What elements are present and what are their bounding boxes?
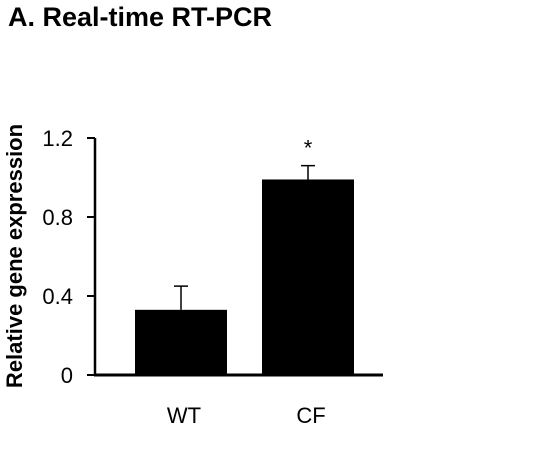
y-tick-label: 0.8 — [42, 205, 73, 230]
significance-marker: * — [304, 136, 313, 161]
bars — [135, 179, 354, 375]
y-axis-ticks: 0 0.4 0.8 1.2 — [42, 126, 95, 388]
y-tick-label: 1.2 — [42, 126, 73, 151]
x-category-label-cf: CF — [296, 403, 325, 428]
x-axis-labels: WT CF — [167, 403, 326, 428]
y-axis-label: Relative gene expression — [2, 124, 27, 388]
bar-cf — [262, 179, 354, 375]
x-category-label-wt: WT — [167, 403, 201, 428]
chart-title: A. Real-time RT-PCR — [8, 2, 272, 32]
error-bars — [174, 164, 315, 310]
bar-wt — [135, 309, 227, 375]
y-tick-label: 0.4 — [42, 284, 73, 309]
annotations: * — [304, 136, 313, 161]
y-tick-label: 0 — [61, 363, 73, 388]
